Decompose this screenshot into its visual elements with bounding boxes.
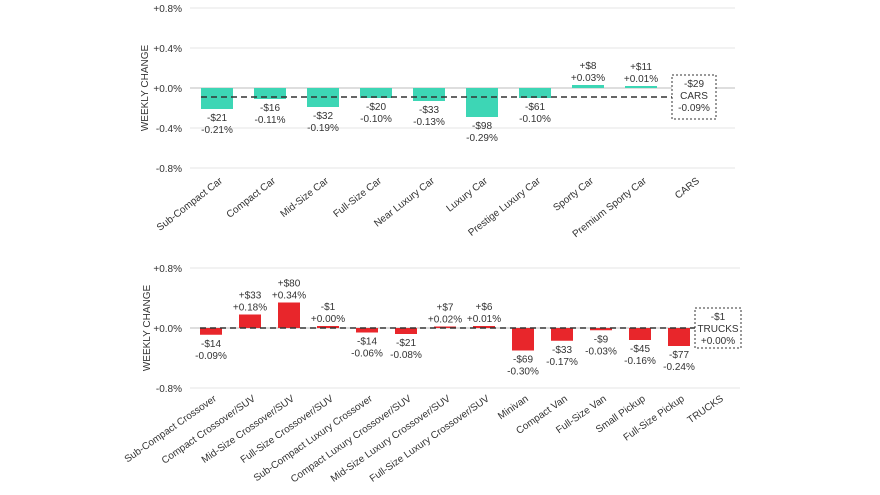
y-tick-label: +0.8% (153, 264, 182, 275)
average-percent-label: +0.00% (701, 336, 735, 347)
bar (201, 88, 233, 109)
bar (278, 302, 300, 328)
bar (519, 88, 551, 98)
data-label-dollar: -$14 (357, 337, 377, 348)
bar (317, 326, 339, 328)
data-label-dollar: -$9 (594, 334, 609, 345)
bar (590, 328, 612, 331)
data-label-dollar: -$16 (260, 103, 280, 114)
data-label-percent: -0.30% (507, 367, 539, 378)
data-label-percent: +0.01% (624, 74, 658, 85)
data-label-dollar: -$33 (419, 105, 439, 116)
bar (668, 328, 690, 346)
x-category-label: TRUCKS (686, 393, 726, 426)
data-label-percent: -0.13% (413, 117, 445, 128)
bar (551, 328, 573, 341)
x-category-label: Mid-Size Car (279, 175, 332, 220)
average-percent-label: -0.09% (678, 103, 710, 114)
data-label-percent: -0.10% (360, 114, 392, 125)
x-category-label: CARS (673, 176, 702, 202)
trucks-chart: +0.8%+0.0%-0.8%WEEKLY CHANGE -$14-0.09%Su… (123, 264, 742, 485)
bar (356, 328, 378, 333)
data-label-dollar: +$6 (476, 302, 493, 313)
data-label-percent: +0.01% (467, 314, 501, 325)
data-label-percent: -0.21% (201, 125, 233, 136)
bar (473, 326, 495, 328)
data-label-percent: -0.03% (585, 346, 617, 357)
data-label-dollar: -$98 (472, 121, 492, 132)
data-label-dollar: +$11 (630, 62, 652, 73)
bar (629, 328, 651, 340)
data-label-percent: -0.24% (663, 362, 695, 373)
x-category-label: Minivan (496, 393, 531, 422)
y-tick-label: +0.0% (153, 324, 182, 335)
y-tick-label: -0.8% (156, 384, 182, 395)
data-label-percent: -0.17% (546, 357, 578, 368)
data-label-dollar: +$80 (278, 279, 301, 290)
data-label-percent: -0.11% (255, 115, 286, 126)
average-annotation-box (694, 307, 742, 349)
average-name-label: CARS (680, 91, 708, 102)
data-label-percent: -0.29% (466, 133, 498, 144)
data-label-percent: +0.34% (272, 291, 306, 302)
average-dollar-label: -$1 (711, 312, 726, 323)
bar (395, 328, 417, 334)
data-label-percent: +0.00% (311, 314, 345, 325)
bar (360, 88, 392, 98)
bar (239, 314, 261, 328)
y-axis-label: WEEKLY CHANGE (140, 45, 151, 132)
average-annotation-box (671, 74, 717, 120)
data-label-dollar: -$21 (207, 113, 227, 124)
bar (625, 86, 657, 88)
bar (572, 85, 604, 88)
y-tick-label: +0.8% (153, 4, 182, 15)
data-label-percent: -0.16% (624, 356, 656, 367)
x-category-label: Full-Size Car (332, 175, 385, 220)
data-label-percent: -0.10% (519, 114, 551, 125)
data-label-dollar: -$69 (513, 355, 533, 366)
y-tick-label: +0.0% (153, 84, 182, 95)
data-label-percent: +0.18% (233, 303, 267, 314)
y-tick-label: +0.4% (153, 44, 182, 55)
data-label-dollar: -$45 (630, 344, 650, 355)
data-label-dollar: -$32 (313, 111, 333, 122)
average-dollar-label: -$29 (684, 79, 704, 90)
bar (466, 88, 498, 117)
data-label-percent: -0.19% (307, 123, 339, 134)
y-tick-label: -0.4% (156, 124, 182, 135)
x-category-label: Sub-Compact Car (155, 175, 225, 233)
data-label-percent: -0.09% (195, 351, 227, 362)
data-label-percent: +0.02% (428, 315, 462, 326)
data-label-dollar: +$33 (239, 291, 262, 302)
data-label-percent: -0.08% (390, 350, 422, 361)
x-category-label: Sporty Car (551, 175, 596, 214)
data-label-percent: -0.06% (351, 349, 383, 360)
data-label-dollar: -$14 (201, 339, 221, 350)
data-label-dollar: -$77 (669, 350, 689, 361)
data-label-percent: +0.03% (571, 73, 605, 84)
data-label-dollar: -$33 (552, 345, 572, 356)
average-name-label: TRUCKS (697, 324, 738, 335)
bar (512, 328, 534, 351)
data-label-dollar: -$20 (366, 102, 386, 113)
data-label-dollar: +$7 (437, 303, 454, 314)
y-tick-label: -0.8% (156, 164, 182, 175)
bar (413, 88, 445, 101)
data-label-dollar: +$8 (580, 61, 597, 72)
data-label-dollar: -$61 (525, 102, 545, 113)
x-category-label: Compact Car (225, 175, 279, 220)
data-label-dollar: -$1 (321, 302, 336, 313)
y-axis-label: WEEKLY CHANGE (142, 285, 153, 372)
bar (254, 88, 286, 99)
cars-chart: +0.8% +0.4% +0.0% -0.4% -0.8% WEEKLY CHANGE -$… (140, 4, 735, 240)
bar (200, 328, 222, 335)
x-category-label: Luxury Car (445, 175, 491, 214)
data-label-dollar: -$21 (396, 338, 416, 349)
